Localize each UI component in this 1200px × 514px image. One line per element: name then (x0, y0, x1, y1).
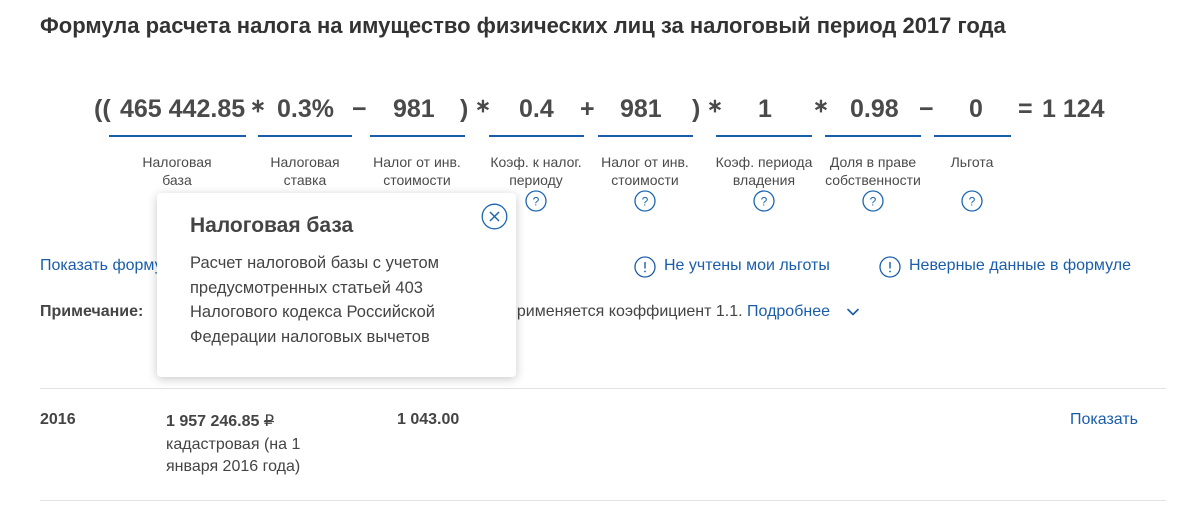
svg-text:?: ? (969, 195, 976, 209)
svg-text:?: ? (870, 195, 877, 209)
svg-text:?: ? (761, 195, 768, 209)
svg-text:?: ? (642, 195, 649, 209)
svg-text:?: ? (533, 195, 540, 209)
